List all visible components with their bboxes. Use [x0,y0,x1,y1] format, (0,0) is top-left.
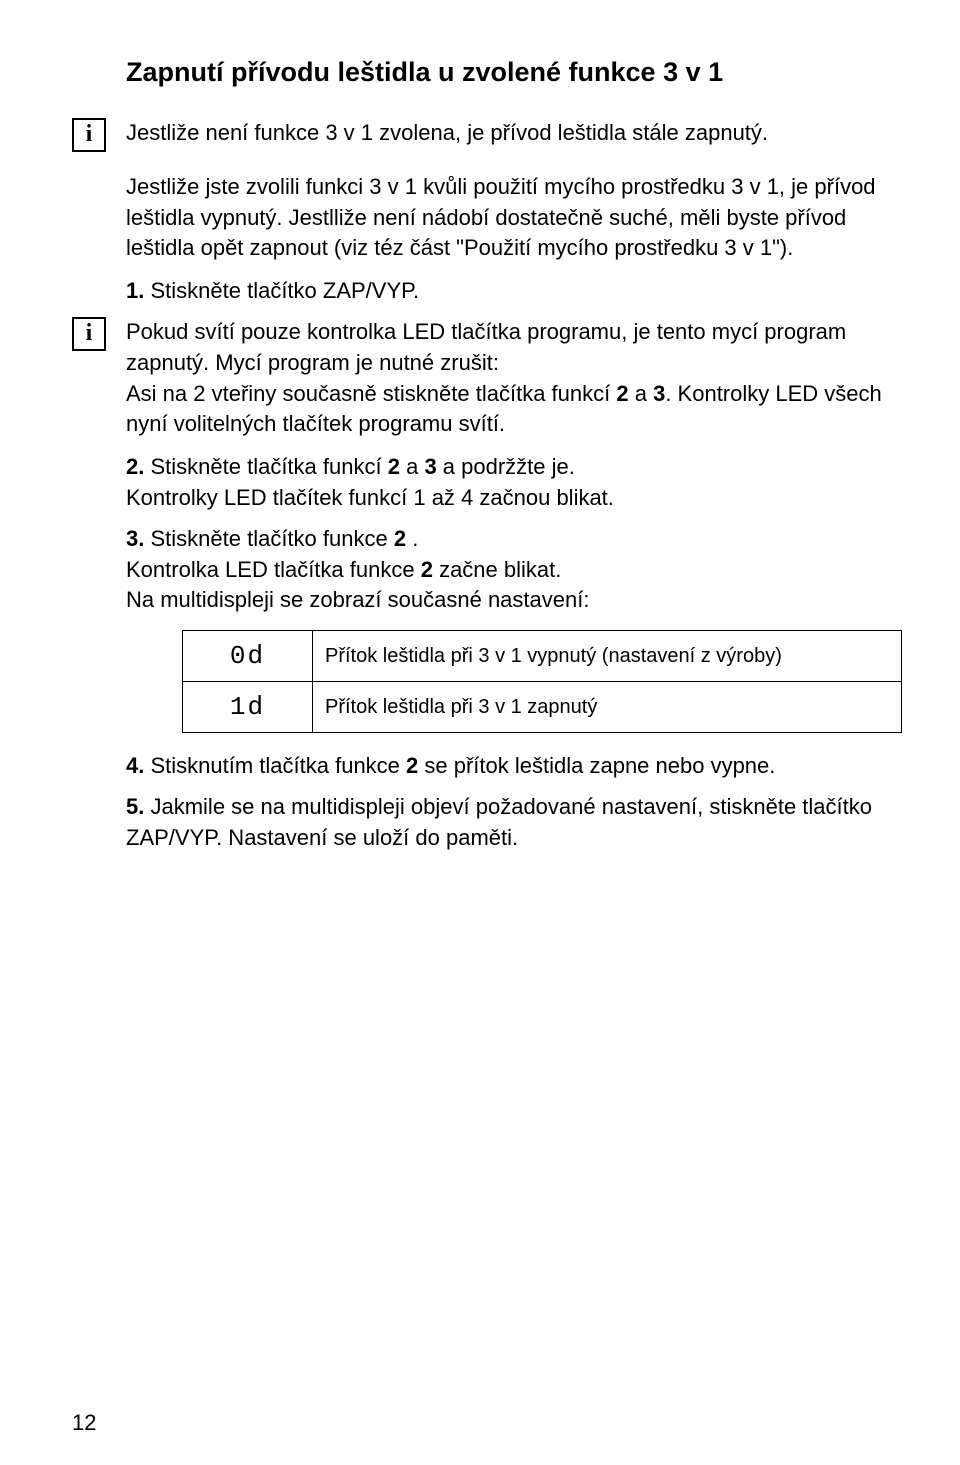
step-number: 1. [126,278,144,303]
settings-table: 0dPřítok leštidla při 3 v 1 vypnutý (nas… [182,630,902,733]
step-1: 1. Stiskněte tlačítko ZAP/VYP. [126,276,888,307]
info-icon: i [72,317,106,351]
display-desc: Přítok leštidla při 3 v 1 vypnutý (nasta… [313,631,902,682]
step-number: 5. [126,794,144,819]
step-5: 5. Jakmile se na multidispleji objeví po… [126,792,888,854]
info-icon: i [72,118,106,152]
table-row: 1dPřítok leštidla při 3 v 1 zapnutý [183,682,902,733]
step-text: Stisknutím tlačítka funkce 2 se přítok l… [150,753,775,778]
display-code: 0d [183,631,313,682]
step-number: 2. [126,454,144,479]
step-text: Stiskněte tlačítko ZAP/VYP. [150,278,419,303]
step-number: 4. [126,753,144,778]
info-text-1: Jestliže není funkce 3 v 1 zvolena, je p… [126,118,888,149]
intro-paragraph: Jestliže jste zvolili funkci 3 v 1 kvůli… [126,172,888,264]
info-block-2: i Pokud svítí pouze kontrolka LED tlačít… [72,317,888,440]
display-code: 1d [183,682,313,733]
info-block-1: i Jestliže není funkce 3 v 1 zvolena, je… [72,118,888,152]
display-desc: Přítok leštidla při 3 v 1 zapnutý [313,682,902,733]
step-text: Stiskněte tlačítko funkce 2 . Kontrolka … [126,526,589,613]
step-4: 4. Stisknutím tlačítka funkce 2 se příto… [126,751,888,782]
page-number: 12 [72,1410,96,1436]
step-2: 2. Stiskněte tlačítka funkcí 2 a 3 a pod… [126,452,888,514]
info-text-2: Pokud svítí pouze kontrolka LED tlačítka… [126,317,888,440]
step-3: 3. Stiskněte tlačítko funkce 2 . Kontrol… [126,524,888,616]
table-row: 0dPřítok leštidla při 3 v 1 vypnutý (nas… [183,631,902,682]
step-text: Stiskněte tlačítka funkcí 2 a 3 a podržž… [126,454,614,510]
section-title: Zapnutí přívodu leštidla u zvolené funkc… [126,56,888,90]
step-number: 3. [126,526,144,551]
step-text: Jakmile se na multidispleji objeví požad… [126,794,872,850]
